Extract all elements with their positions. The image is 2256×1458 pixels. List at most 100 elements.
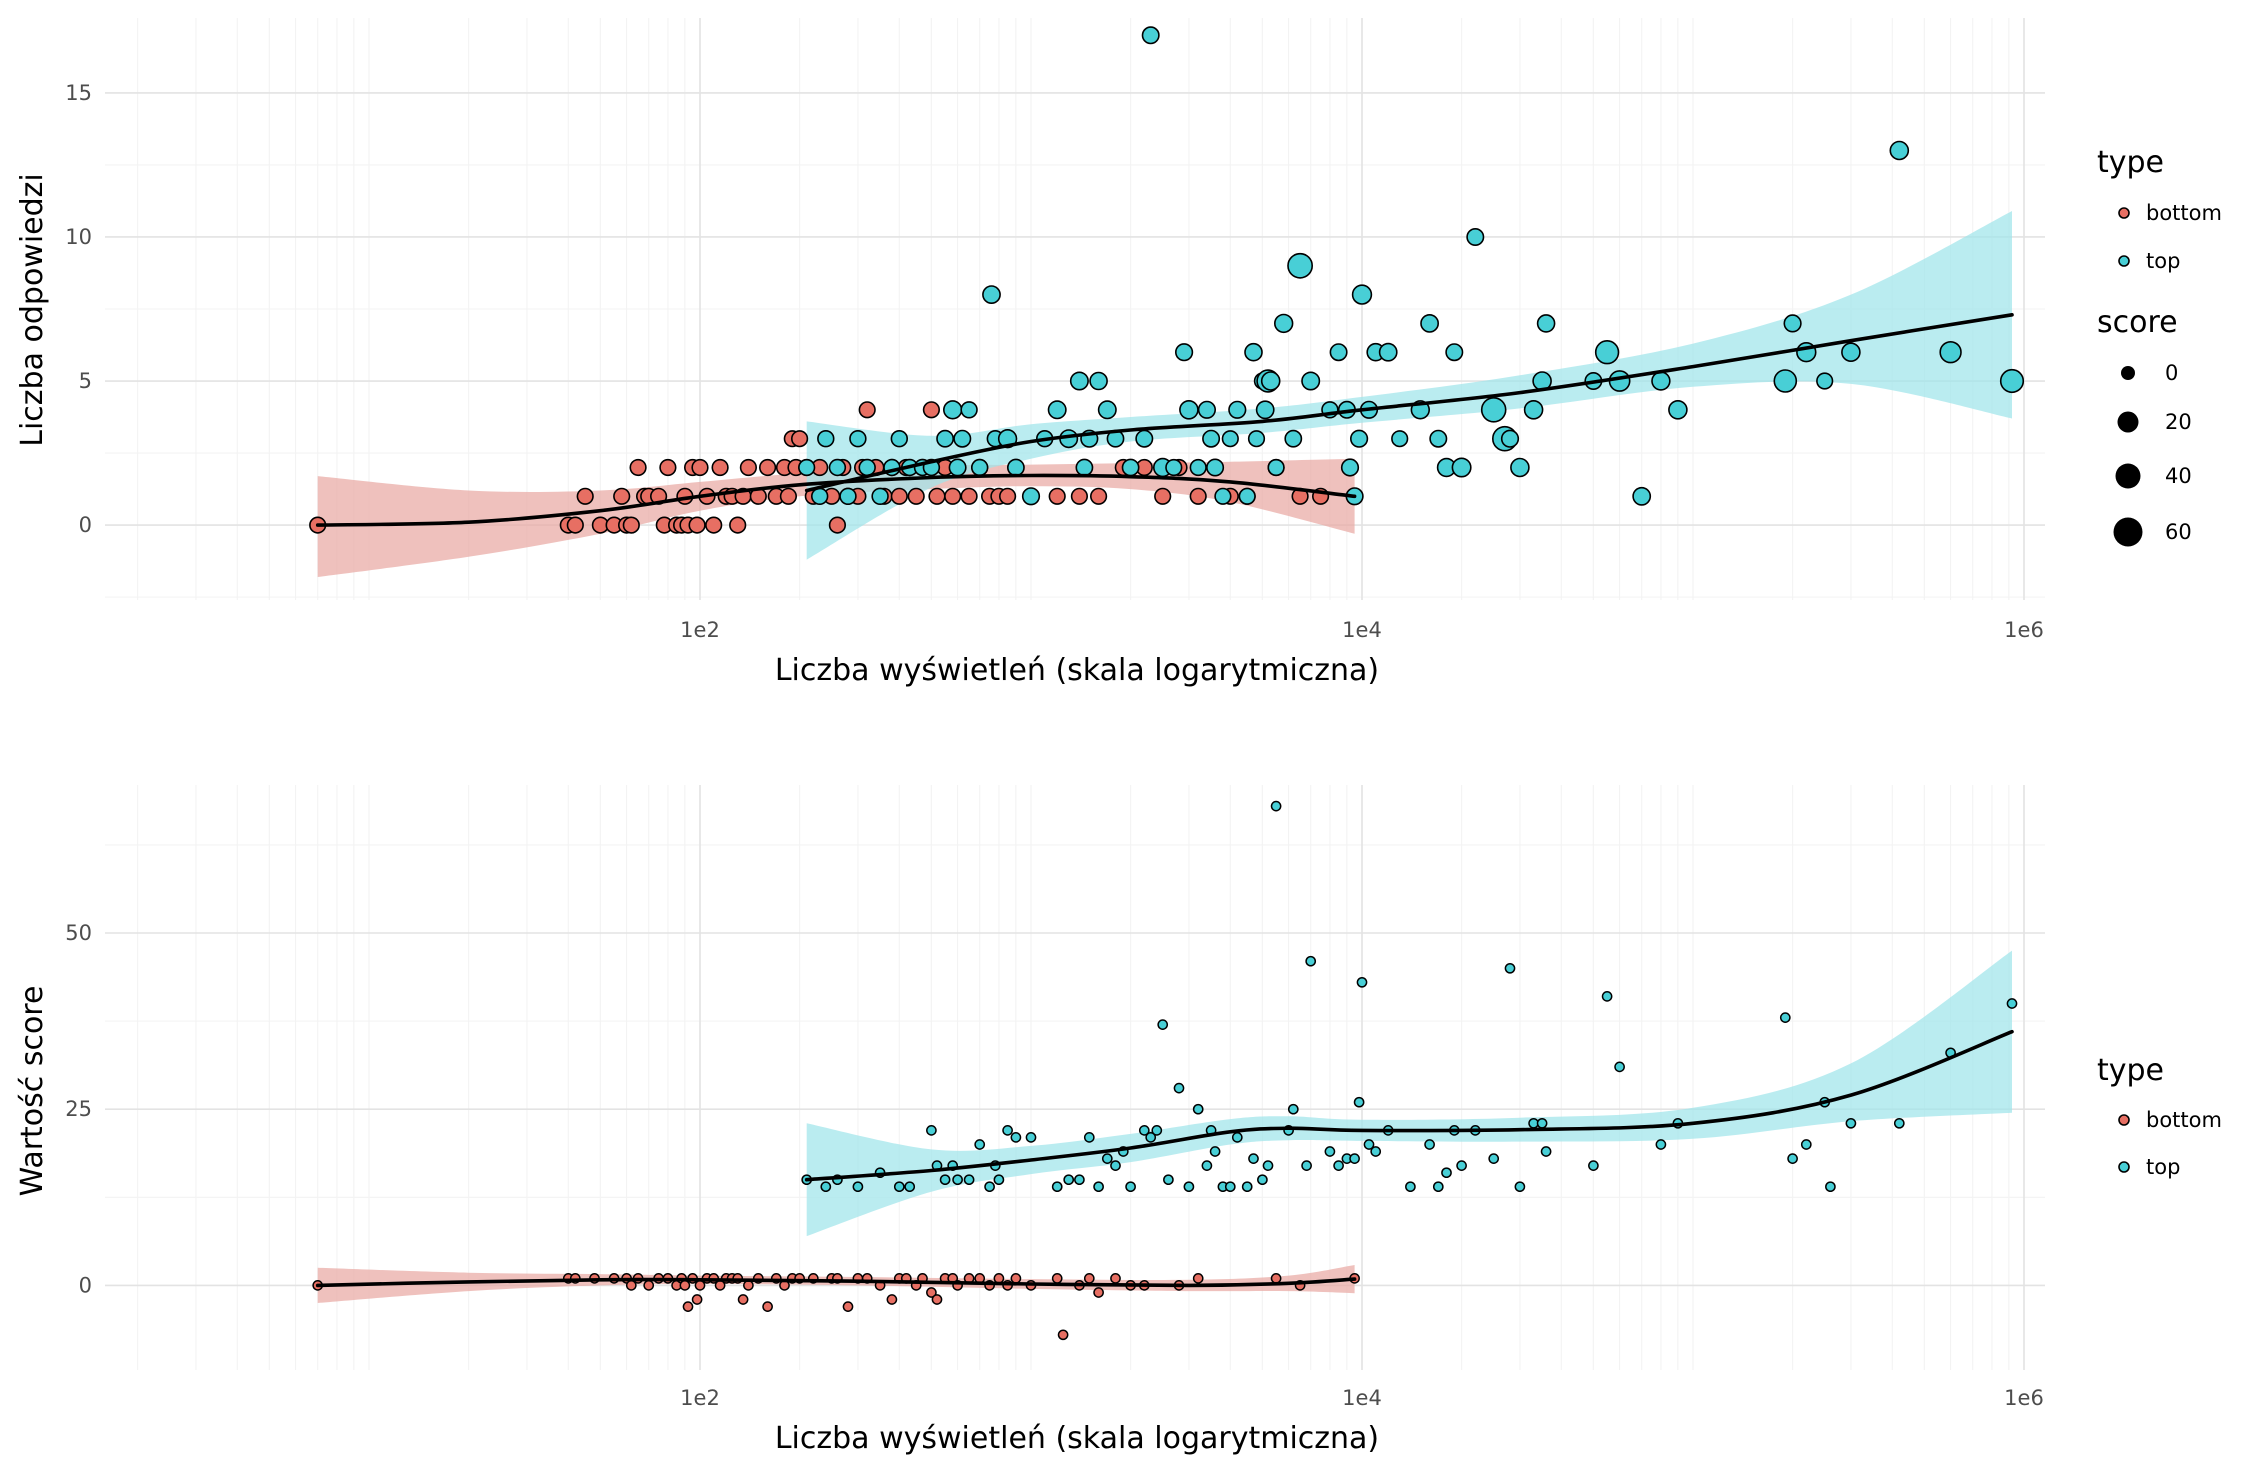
data-point-top [1025, 1132, 1037, 1143]
data-point-top [1668, 399, 1688, 420]
data-point-top [1097, 400, 1117, 420]
legend-title-type: type [2097, 1053, 2164, 1088]
data-point-top [1523, 399, 1544, 420]
data-point-top [1391, 430, 1409, 448]
data-point-top [1514, 1181, 1526, 1193]
data-point-top [1083, 1132, 1095, 1143]
y-axis-title: Liczba odpowiedzi [15, 173, 50, 447]
data-point-bottom [705, 516, 723, 534]
data-point-top [890, 430, 908, 448]
data-point-bottom [1010, 1273, 1022, 1284]
panel-score-ticks: 1e2 1e4 1e6 0 25 50 [65, 921, 2044, 1410]
data-point-bottom [566, 516, 584, 534]
data-point-top [953, 429, 972, 448]
data-point-bottom [998, 487, 1017, 505]
data-point-top [1201, 1160, 1213, 1171]
data-point-bottom [993, 1273, 1005, 1284]
data-point-bottom [743, 1280, 754, 1291]
data-point-bottom [842, 1301, 854, 1312]
legend-key-top [2118, 255, 2130, 267]
data-point-top [1405, 1181, 1416, 1193]
data-point-top [1255, 400, 1275, 420]
data-point-top [1594, 340, 1620, 365]
data-point-top [1800, 1139, 1812, 1150]
x-tick-label: 1e2 [680, 1386, 720, 1410]
data-point-top [1189, 458, 1207, 477]
panel-score-smooth-layer [315, 1029, 2014, 1288]
data-point-top [1893, 1117, 1905, 1129]
data-point-bottom [928, 487, 946, 505]
data-point-top [1244, 342, 1263, 362]
data-point-top [1816, 372, 1834, 390]
x-tick-label: 1e6 [2004, 618, 2044, 642]
data-point-top [2006, 998, 2018, 1009]
data-point-top [1135, 429, 1154, 448]
data-point-top [1466, 228, 1485, 247]
data-point-top [926, 1125, 937, 1136]
data-point-top [1010, 1132, 1022, 1143]
data-point-top [1504, 962, 1516, 974]
data-point-top [1783, 314, 1802, 333]
confidence-band-top [806, 950, 2013, 1237]
data-point-top [1608, 370, 1631, 392]
data-point-top [1889, 140, 1910, 161]
data-point-top [1248, 1153, 1259, 1164]
legend-label-bottom: bottom [2146, 1108, 2222, 1132]
data-point-top [1260, 371, 1281, 391]
data-point-top [1192, 1103, 1204, 1115]
data-point-top [849, 430, 867, 448]
data-point-top [1451, 457, 1472, 478]
legend-size-key-0 [2121, 366, 2135, 380]
data-point-bottom [1089, 487, 1108, 505]
data-point-bottom [622, 516, 640, 534]
data-point-bottom [944, 487, 962, 505]
data-point-top [1238, 487, 1256, 505]
data-point-top [1540, 1146, 1552, 1157]
data-point-top [1247, 430, 1266, 448]
data-point-top [1241, 1181, 1253, 1193]
data-point-bottom [613, 487, 631, 505]
data-point-bottom [629, 458, 647, 477]
data-point-top [1231, 1132, 1243, 1143]
data-point-top [1257, 1174, 1268, 1186]
data-point-top [817, 430, 835, 448]
data-point-top [1363, 1139, 1375, 1150]
x-axis-title: Liczba wyświetleń (skala logarytmiczna) [775, 1421, 1379, 1456]
data-point-top [1445, 343, 1464, 362]
smooth-line-top [804, 1029, 2014, 1182]
data-point-top [960, 401, 978, 419]
data-point-bottom [691, 458, 709, 477]
data-point-top [936, 429, 955, 448]
data-point-top [1333, 1160, 1344, 1171]
data-point-bottom [858, 401, 876, 419]
data-point-top [1301, 371, 1321, 391]
data-point-top [1845, 1117, 1857, 1129]
data-point-bottom [931, 1294, 943, 1305]
data-point-top [810, 487, 829, 505]
data-point-top [1488, 1153, 1500, 1164]
data-point-top [1424, 1139, 1435, 1150]
data-point-top [1221, 430, 1239, 448]
data-point-top [1202, 429, 1221, 448]
panel-replies-smooth-layer [315, 313, 2014, 527]
data-point-top [1432, 1181, 1444, 1193]
legend: type bottom top [2097, 1053, 2222, 1179]
legend-title-score: score [2097, 305, 2178, 340]
data-point-bottom [1070, 487, 1088, 505]
data-point-top [1939, 341, 1962, 364]
data-point-top [1002, 1125, 1013, 1136]
data-point-top [1224, 1181, 1236, 1193]
legend-size-label-60: 60 [2165, 520, 2192, 544]
y-tick-label: 0 [79, 1273, 92, 1297]
y-tick-label: 15 [65, 81, 92, 105]
data-point-top [1536, 1117, 1548, 1129]
data-point-top [1267, 458, 1285, 477]
data-point-top [1075, 458, 1094, 477]
y-tick-label: 50 [65, 921, 92, 945]
data-point-top [1021, 487, 1041, 506]
data-point-top [1051, 1181, 1063, 1193]
x-tick-label: 1e6 [2004, 1386, 2044, 1410]
legend-key-bottom [2118, 207, 2130, 219]
data-point-top [1074, 1174, 1085, 1186]
data-point-top [1173, 1082, 1185, 1094]
